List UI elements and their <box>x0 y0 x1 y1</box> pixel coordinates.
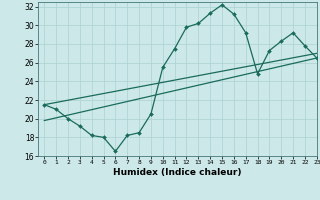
X-axis label: Humidex (Indice chaleur): Humidex (Indice chaleur) <box>113 168 242 177</box>
